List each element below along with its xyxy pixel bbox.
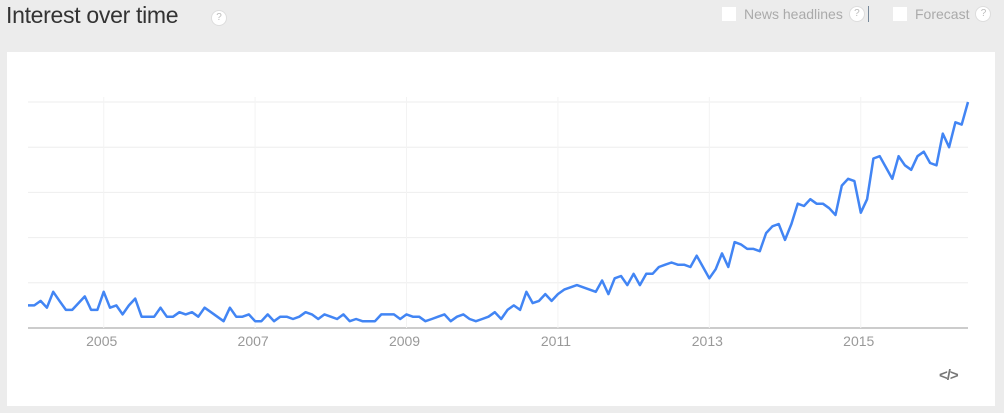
x-tick-label: 2005 [86, 333, 117, 349]
forecast-label: Forecast [915, 6, 970, 22]
series-line [28, 101, 970, 323]
code-embed-icon[interactable]: </> [939, 367, 959, 384]
news-headlines-checkbox[interactable] [722, 7, 736, 21]
x-tick-label: 2007 [238, 333, 269, 349]
news-headlines-label: News headlines [744, 6, 843, 22]
chart-card [7, 52, 995, 406]
help-icon[interactable]: ? [975, 6, 992, 22]
forecast-checkbox[interactable] [893, 7, 907, 21]
help-icon[interactable]: ? [211, 10, 227, 26]
news-headlines-option[interactable]: News headlines ? [722, 6, 869, 22]
x-tick-label: 2015 [843, 333, 874, 349]
page-title: Interest over time [6, 2, 179, 28]
forecast-option[interactable]: Forecast ? [893, 6, 992, 22]
x-tick-label: 2009 [389, 333, 420, 349]
help-icon[interactable]: ? [848, 6, 865, 22]
x-tick-label: 2013 [692, 333, 723, 349]
divider [867, 6, 869, 22]
x-tick-label: 2011 [541, 333, 571, 349]
